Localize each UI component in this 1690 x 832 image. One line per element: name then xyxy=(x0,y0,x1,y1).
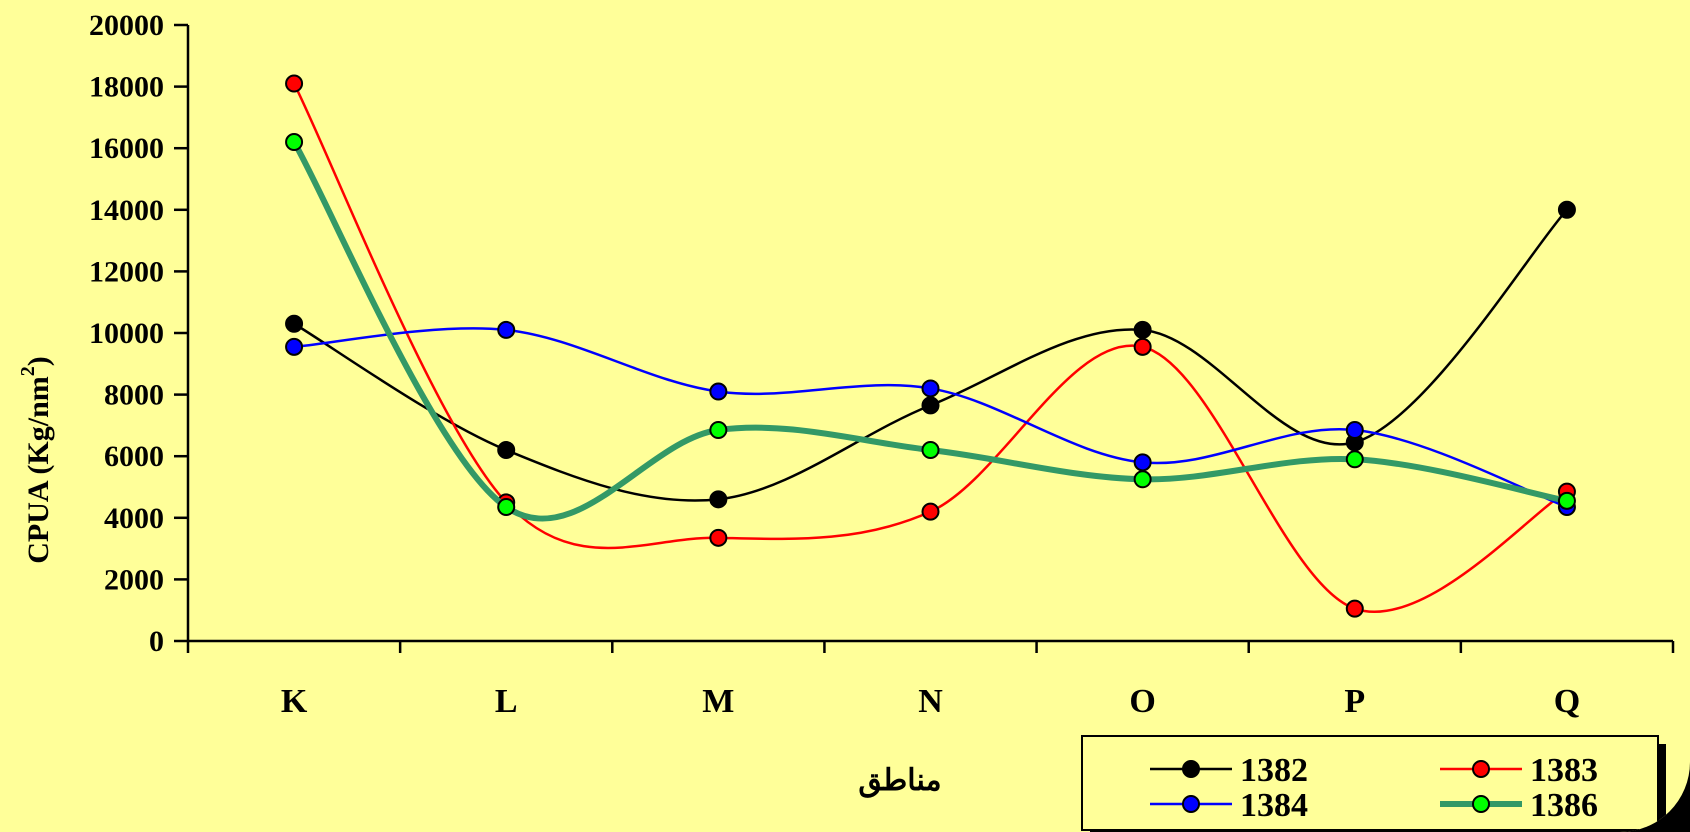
legend-item-1386: 1386 xyxy=(1440,787,1598,824)
legend-label: 1382 xyxy=(1240,752,1308,789)
series-1383 xyxy=(285,74,1576,618)
y-tick-label: 12000 xyxy=(89,255,164,288)
series-line-1386 xyxy=(291,140,1568,522)
legend: 1382 1383 1384 1386 xyxy=(1081,735,1666,832)
data-point-1382-m xyxy=(709,490,728,509)
x-tick-label-n: N xyxy=(918,683,943,720)
data-point-1383-k xyxy=(285,74,304,93)
data-point-1384-k xyxy=(285,337,304,356)
x-tick-label-k: K xyxy=(281,683,308,720)
series-1384 xyxy=(285,320,1576,517)
data-point-1383-o xyxy=(1133,337,1152,356)
series-layer xyxy=(285,74,1576,618)
data-point-1382-l xyxy=(497,441,516,460)
data-point-1384-l xyxy=(497,320,516,339)
legend-item-1382: 1382 xyxy=(1150,752,1308,789)
data-point-1383-n xyxy=(921,502,940,521)
y-tick-label: 4000 xyxy=(104,502,164,535)
legend-item-1383: 1383 xyxy=(1440,752,1598,789)
x-tick-label-l: L xyxy=(495,683,518,720)
y-tick-label: 16000 xyxy=(89,132,164,165)
y-tick-label: 2000 xyxy=(104,563,164,596)
legend-label: 1383 xyxy=(1530,752,1598,789)
data-point-1383-m xyxy=(709,528,728,547)
legend-swatch-marker xyxy=(1182,760,1200,778)
data-point-1384-p xyxy=(1345,421,1364,440)
legend-label: 1386 xyxy=(1530,787,1598,824)
data-point-1384-o xyxy=(1133,453,1152,472)
data-point-1386-l xyxy=(497,498,516,517)
y-tick-label: 8000 xyxy=(104,379,164,412)
data-point-1386-n xyxy=(921,441,940,460)
data-point-1382-q xyxy=(1557,200,1576,219)
data-point-1382-n xyxy=(921,396,940,415)
y-tick-label: 20000 xyxy=(89,9,164,42)
data-point-1386-q xyxy=(1557,491,1576,510)
x-tick-label-m: M xyxy=(702,683,734,720)
y-tick-label: 6000 xyxy=(104,440,164,473)
y-axis: 0 2000 4000 6000 8000 10000 12000 14000 16000 180… xyxy=(89,9,190,658)
x-tick-label-p: P xyxy=(1344,683,1365,720)
y-axis-title: CPUA (Kg/nm2) xyxy=(17,356,55,564)
data-point-1384-m xyxy=(709,382,728,401)
y-tick-label: 10000 xyxy=(89,317,164,350)
series-line-1384 xyxy=(293,327,1568,509)
legend-swatch-marker xyxy=(1472,795,1490,813)
legend-swatch-marker xyxy=(1182,795,1200,813)
data-point-1383-p xyxy=(1345,599,1364,618)
data-point-1382-k xyxy=(285,314,304,333)
data-point-1386-m xyxy=(709,421,728,440)
data-point-1384-n xyxy=(921,379,940,398)
x-axis: K L M N O P Q xyxy=(186,639,1675,720)
legend-swatch-marker xyxy=(1472,760,1490,778)
legend-box xyxy=(1081,735,1659,831)
data-point-1386-k xyxy=(285,133,304,152)
legend-label: 1384 xyxy=(1240,787,1308,824)
data-point-1386-p xyxy=(1345,450,1364,469)
x-axis-title: مناطق xyxy=(858,764,941,798)
series-line-1383 xyxy=(292,82,1568,613)
x-tick-label-q: Q xyxy=(1554,683,1580,720)
series-1386 xyxy=(285,133,1576,522)
y-tick-label: 0 xyxy=(149,625,164,658)
y-tick-label: 14000 xyxy=(89,194,164,227)
y-tick-label: 18000 xyxy=(89,71,164,104)
data-point-1382-o xyxy=(1133,320,1152,339)
legend-item-1384: 1384 xyxy=(1150,787,1308,824)
x-tick-label-o: O xyxy=(1129,683,1155,720)
data-point-1386-o xyxy=(1133,470,1152,489)
